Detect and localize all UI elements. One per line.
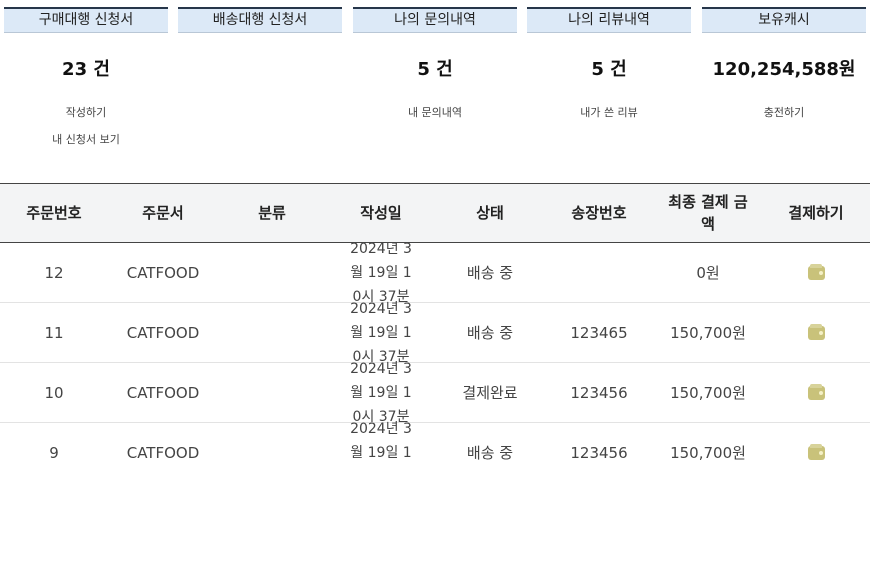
wallet-icon[interactable] <box>808 326 825 340</box>
final-amount: 0원 <box>654 262 762 283</box>
table-row[interactable]: 11 CATFOOD 2024년 3월 19일 10시 37분 배송 중 123… <box>0 303 870 363</box>
order-form[interactable]: CATFOOD <box>108 264 218 282</box>
tab-my-inquiries[interactable]: 나의 문의내역 <box>353 7 517 33</box>
order-form[interactable]: CATFOOD <box>108 444 218 462</box>
my-inquiries-link[interactable]: 내 문의내역 <box>353 99 517 126</box>
card-my-inquiries: 나의 문의내역 5 건 내 문의내역 <box>353 7 517 126</box>
header-created-date: 작성일 <box>326 202 436 224</box>
invoice-number: 123465 <box>544 324 654 342</box>
order-number: 12 <box>0 264 108 282</box>
summary-cards: 구매대행 신청서 23 건 작성하기 내 신청서 보기 배송대행 신청서 나의 … <box>0 0 870 160</box>
order-date: 2024년 3월 19일 10시 37분 <box>346 417 416 466</box>
final-amount: 150,700원 <box>654 442 762 463</box>
pay-button[interactable] <box>762 384 870 402</box>
table-header: 주문번호 주문서 분류 작성일 상태 송장번호 최종 결제 금액 결제하기 <box>0 183 870 243</box>
table-row[interactable]: 12 CATFOOD 2024년 3월 19일 10시 37분 배송 중 0원 <box>0 243 870 303</box>
view-my-requests-link[interactable]: 내 신청서 보기 <box>4 126 168 153</box>
wallet-icon[interactable] <box>808 386 825 400</box>
pay-button[interactable] <box>762 264 870 282</box>
tab-purchase-request[interactable]: 구매대행 신청서 <box>4 7 168 33</box>
wallet-icon[interactable] <box>808 446 825 460</box>
header-status: 상태 <box>436 202 544 224</box>
inquiries-count: 5 건 <box>353 55 517 77</box>
order-form[interactable]: CATFOOD <box>108 384 218 402</box>
table-body: 12 CATFOOD 2024년 3월 19일 10시 37분 배송 중 0원 … <box>0 243 870 465</box>
order-status: 배송 중 <box>436 322 544 343</box>
my-reviews-link[interactable]: 내가 쓴 리뷰 <box>527 99 691 126</box>
orders-table: 주문번호 주문서 분류 작성일 상태 송장번호 최종 결제 금액 결제하기 12… <box>0 183 870 465</box>
order-status: 배송 중 <box>436 442 544 463</box>
order-number: 11 <box>0 324 108 342</box>
header-order-number: 주문번호 <box>0 202 108 224</box>
order-status: 결제완료 <box>436 382 544 403</box>
card-cash-balance: 보유캐시 120,254,588원 충전하기 <box>702 7 866 126</box>
final-amount: 150,700원 <box>654 322 762 343</box>
header-category: 분류 <box>218 202 326 224</box>
header-final-amount: 최종 결제 금액 <box>654 191 762 235</box>
final-amount: 150,700원 <box>654 382 762 403</box>
card-my-reviews: 나의 리뷰내역 5 건 내가 쓴 리뷰 <box>527 7 691 126</box>
order-number: 9 <box>0 444 108 462</box>
purchase-request-count: 23 건 <box>4 55 168 77</box>
tab-shipping-request[interactable]: 배송대행 신청서 <box>178 7 342 33</box>
header-payment: 결제하기 <box>762 202 870 224</box>
cash-balance-amount: 120,254,588원 <box>702 55 866 77</box>
tab-my-reviews[interactable]: 나의 리뷰내역 <box>527 7 691 33</box>
card-shipping-request: 배송대행 신청서 <box>178 7 342 77</box>
card-purchase-request: 구매대행 신청서 23 건 작성하기 내 신청서 보기 <box>4 7 168 153</box>
wallet-icon[interactable] <box>808 266 825 280</box>
invoice-number: 123456 <box>544 444 654 462</box>
header-invoice-number: 송장번호 <box>544 202 654 224</box>
shipping-request-count <box>178 55 342 77</box>
table-row[interactable]: 10 CATFOOD 2024년 3월 19일 10시 37분 결제완료 123… <box>0 363 870 423</box>
write-request-link[interactable]: 작성하기 <box>4 99 168 126</box>
order-status: 배송 중 <box>436 262 544 283</box>
invoice-number: 123456 <box>544 384 654 402</box>
charge-link[interactable]: 충전하기 <box>702 99 866 126</box>
pay-button[interactable] <box>762 324 870 342</box>
tab-cash-balance[interactable]: 보유캐시 <box>702 7 866 33</box>
header-order-form: 주문서 <box>108 202 218 224</box>
order-number: 10 <box>0 384 108 402</box>
order-form[interactable]: CATFOOD <box>108 324 218 342</box>
table-row[interactable]: 9 CATFOOD 2024년 3월 19일 10시 37분 배송 중 1234… <box>0 423 870 465</box>
pay-button[interactable] <box>762 444 870 462</box>
reviews-count: 5 건 <box>527 55 691 77</box>
